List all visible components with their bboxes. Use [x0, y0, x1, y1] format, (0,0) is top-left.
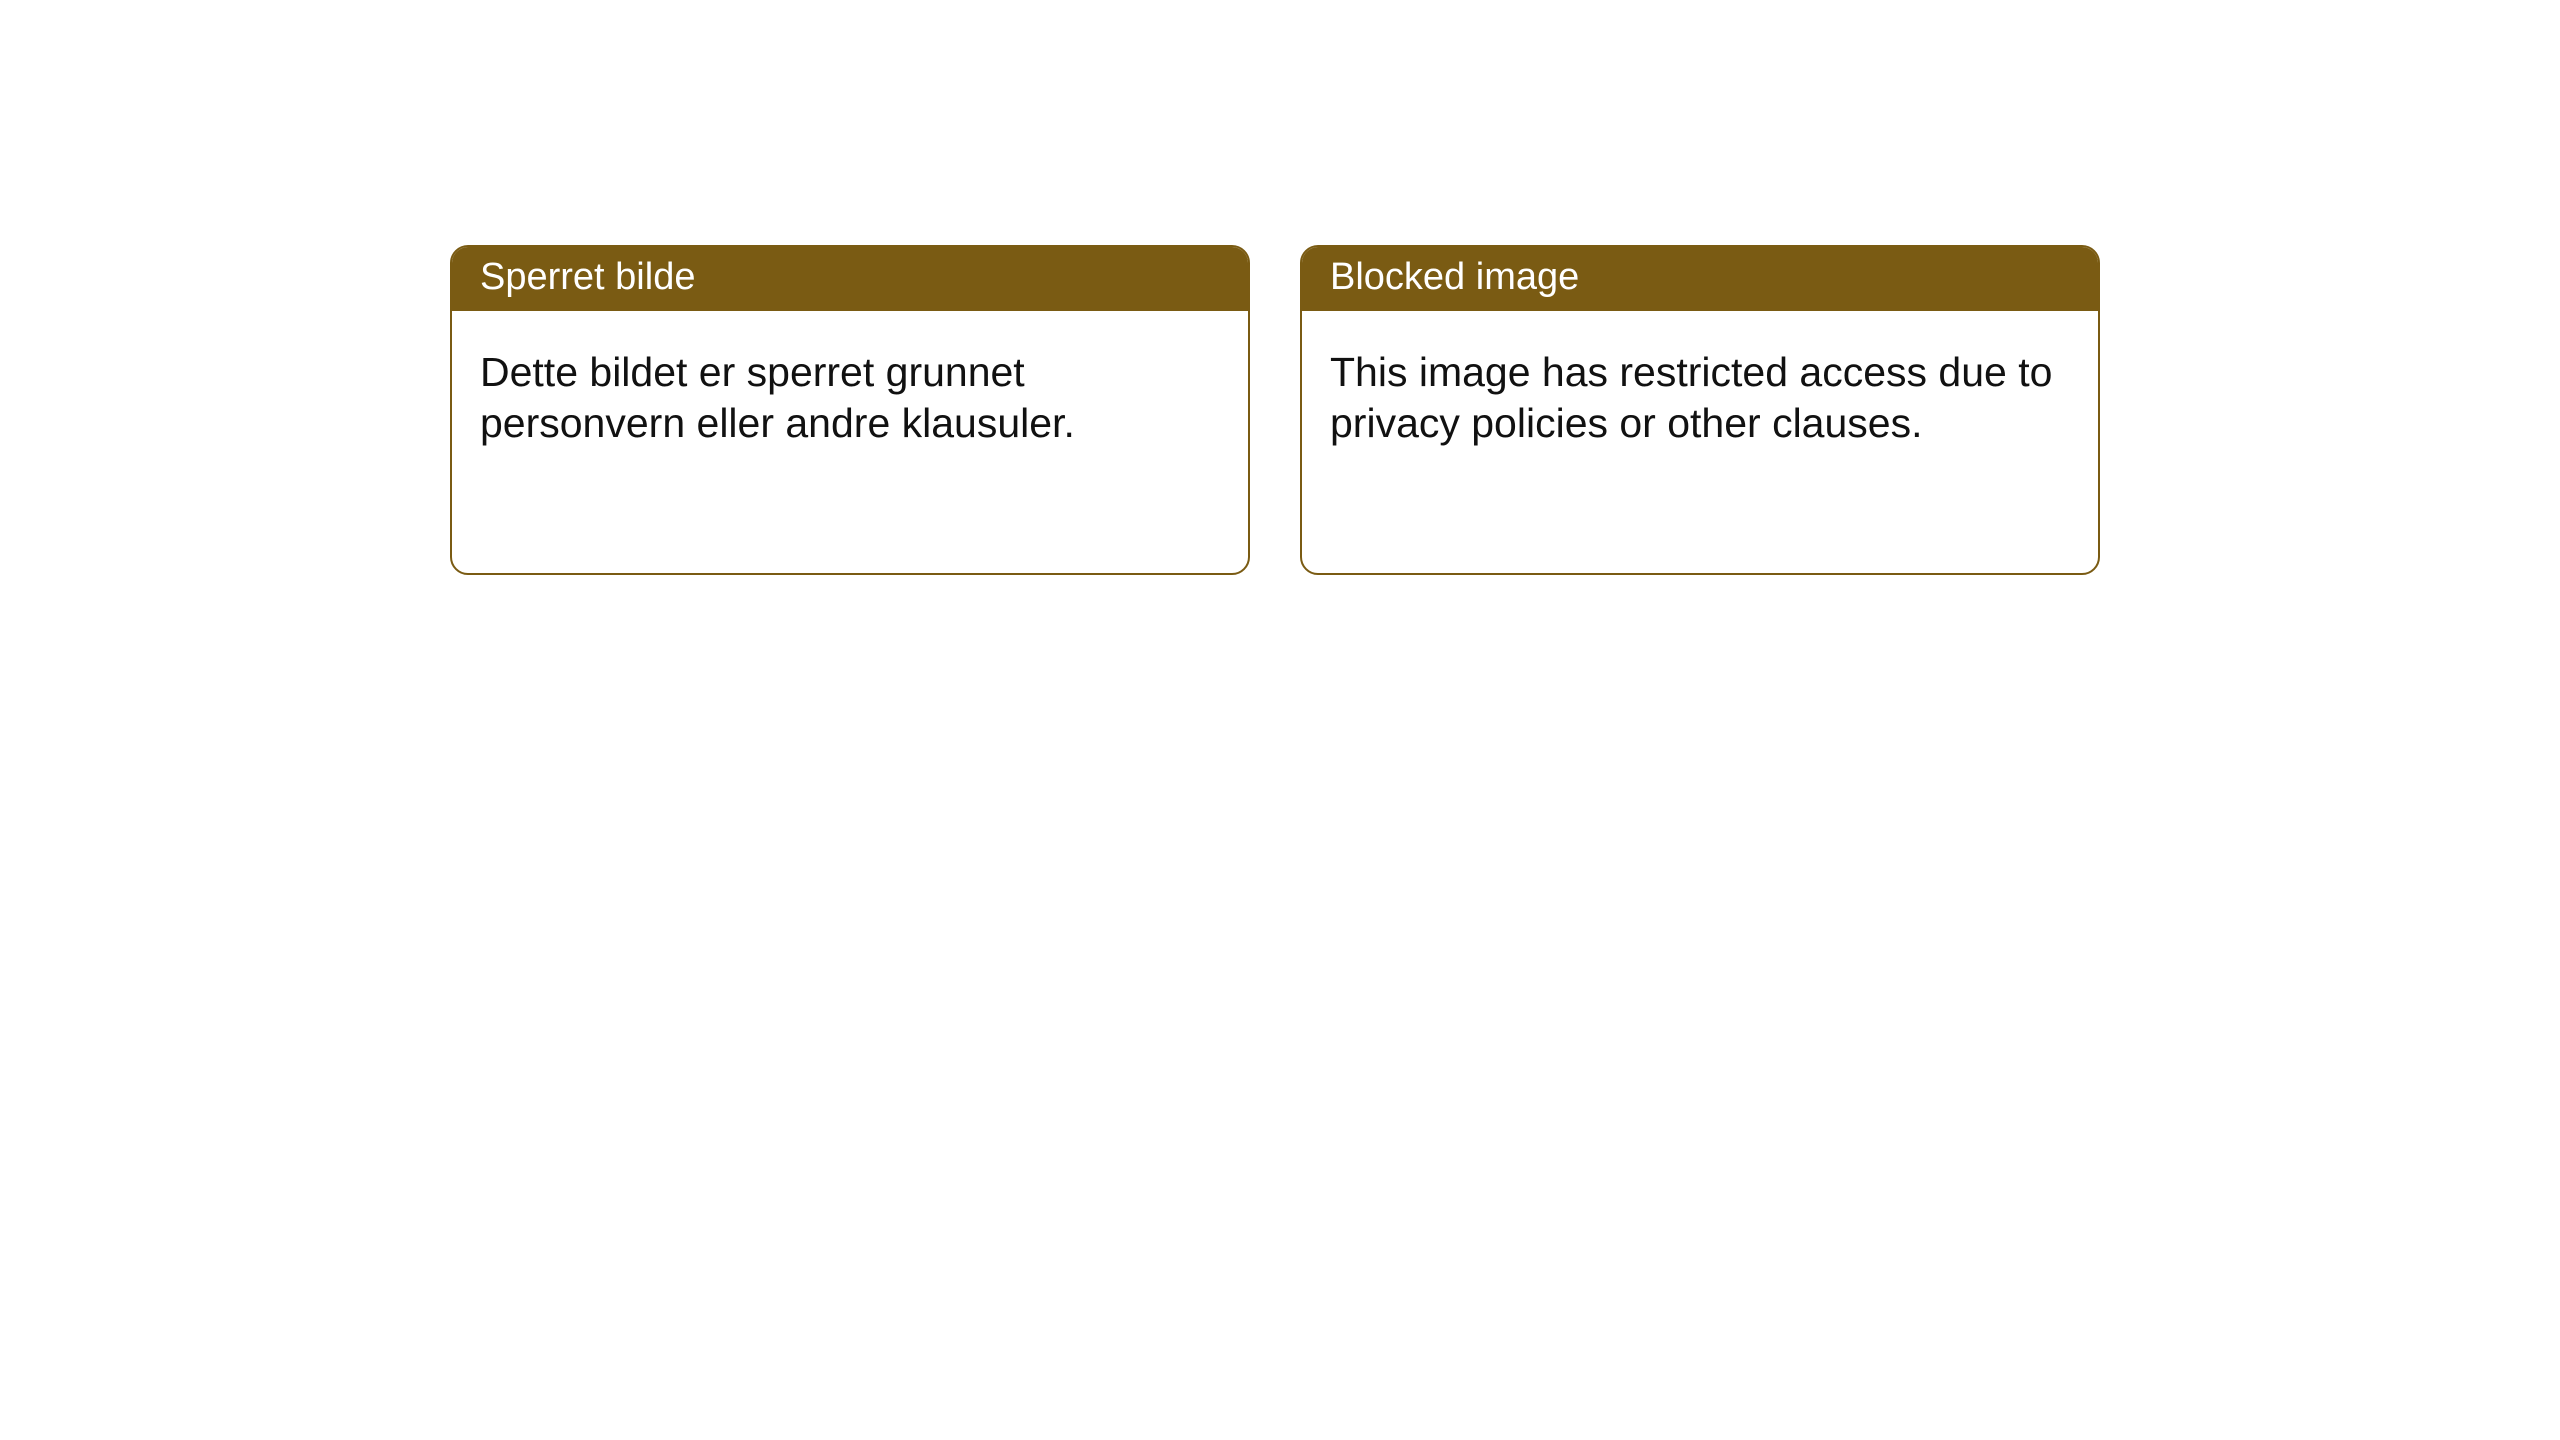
notice-card-english: Blocked image This image has restricted …	[1300, 245, 2100, 575]
notice-card-norwegian: Sperret bilde Dette bildet er sperret gr…	[450, 245, 1250, 575]
notice-body-norwegian: Dette bildet er sperret grunnet personve…	[452, 311, 1248, 486]
notice-body-english: This image has restricted access due to …	[1302, 311, 2098, 486]
notice-container: Sperret bilde Dette bildet er sperret gr…	[0, 0, 2560, 575]
notice-title-english: Blocked image	[1302, 247, 2098, 311]
notice-title-norwegian: Sperret bilde	[452, 247, 1248, 311]
